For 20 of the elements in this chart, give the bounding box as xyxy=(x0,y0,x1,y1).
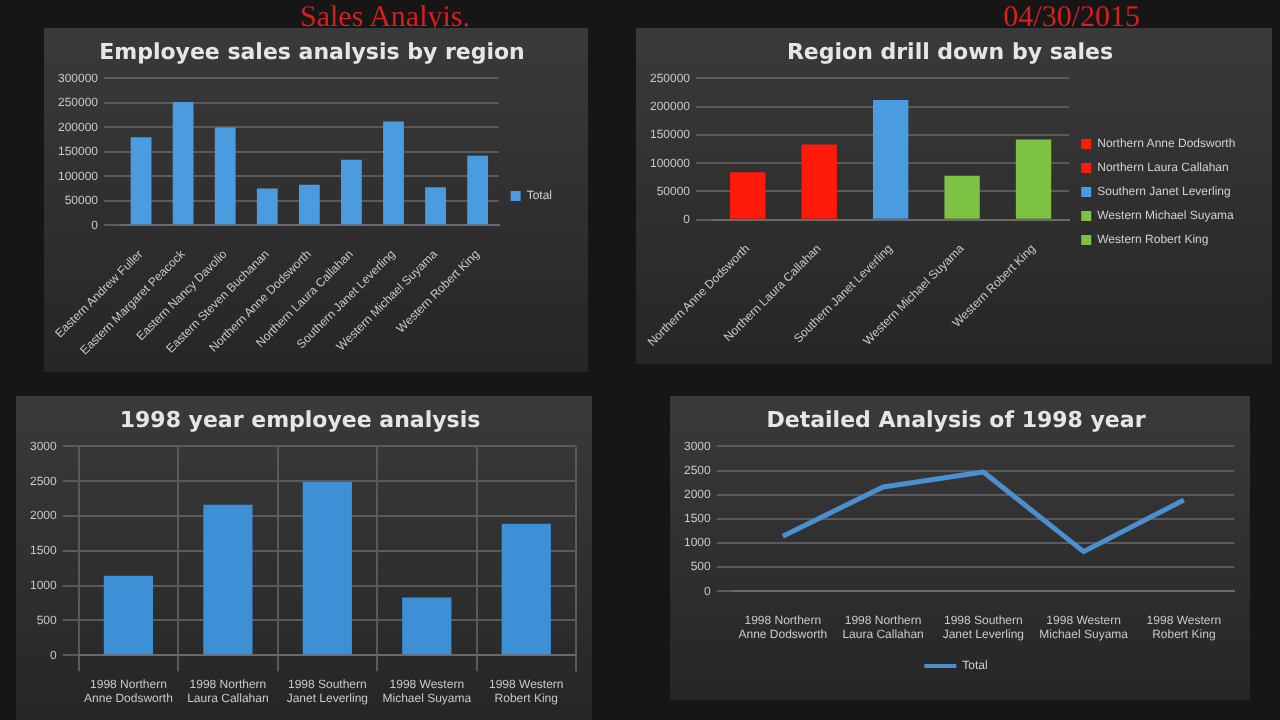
bar xyxy=(298,184,320,225)
bar xyxy=(467,155,489,225)
bar xyxy=(103,575,154,655)
bar xyxy=(501,523,551,655)
bar xyxy=(172,101,194,225)
bar xyxy=(383,121,404,225)
chart-title: 1998 year employee analysis xyxy=(119,406,482,433)
bar xyxy=(302,481,352,655)
bar xyxy=(402,597,452,655)
bar xyxy=(425,187,446,225)
text: Sales Analyis. xyxy=(300,0,470,38)
bar xyxy=(256,188,278,225)
bar xyxy=(214,127,236,225)
bar xyxy=(203,504,253,655)
chart-title: Detailed Analysis of 1998 year xyxy=(766,406,1147,433)
bar xyxy=(341,159,362,225)
chart-title: Region drill down by sales xyxy=(786,38,1115,65)
text: 04/30/2015 xyxy=(1003,0,1140,38)
chart-title: Employee sales analysis by region xyxy=(99,38,525,65)
bar xyxy=(130,137,152,225)
